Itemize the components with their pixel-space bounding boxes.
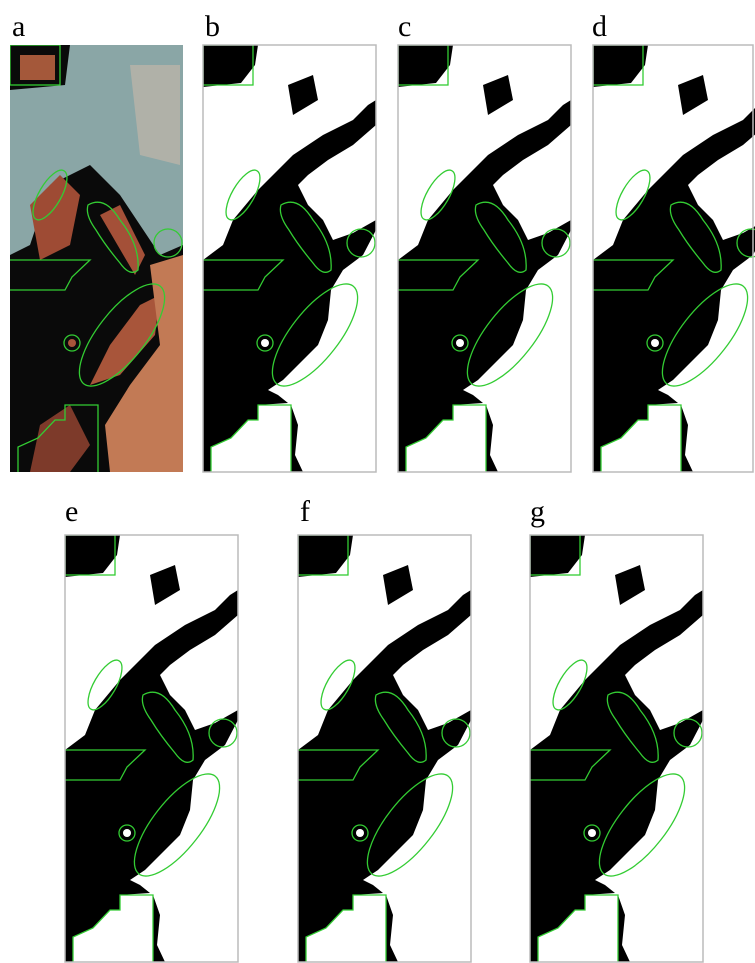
- panel-g: [530, 535, 703, 962]
- panel-label: e: [65, 495, 78, 528]
- panel-e: [65, 535, 238, 962]
- figure: a b c d e f g: [0, 0, 755, 963]
- panel-a: [10, 45, 183, 472]
- panel-label: g: [530, 495, 545, 528]
- panel-label: f: [300, 495, 310, 528]
- page: a b c d e f g (() => { const data = JSON…: [0, 0, 755, 963]
- panel-b: [203, 45, 376, 472]
- panel-c: [398, 45, 571, 472]
- panel-label: d: [592, 10, 607, 43]
- panel-label: a: [12, 10, 25, 43]
- panel-d: [593, 45, 755, 472]
- panel-f: [298, 535, 471, 962]
- panel-label: c: [398, 10, 411, 43]
- panel-label: b: [205, 10, 220, 43]
